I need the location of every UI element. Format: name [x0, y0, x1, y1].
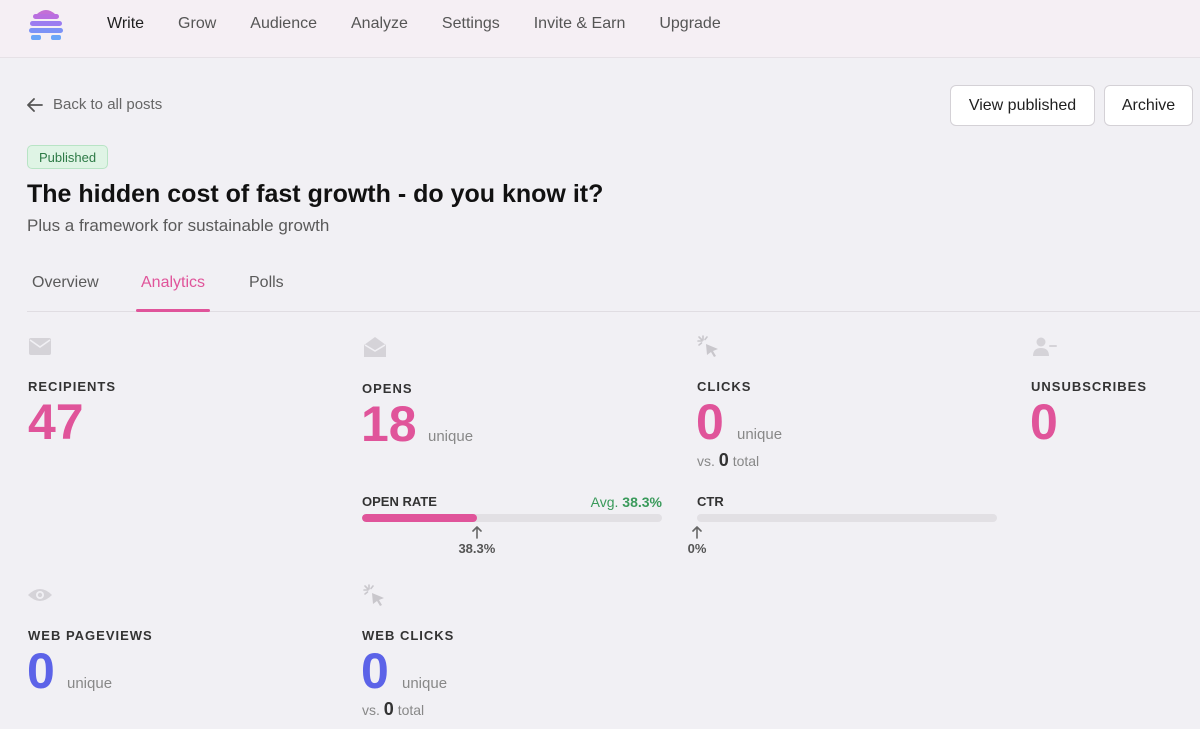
- clicks-unit: unique: [737, 426, 783, 443]
- web-pageviews-label: WEB PAGEVIEWS: [28, 628, 153, 643]
- back-to-posts-link[interactable]: Back to all posts: [27, 96, 162, 113]
- arrow-up-icon: [692, 526, 702, 539]
- cursor-click-icon: [697, 335, 718, 357]
- nav-analyze[interactable]: Analyze: [351, 15, 408, 32]
- tab-overview[interactable]: Overview: [32, 274, 99, 291]
- recipients-value: 47: [28, 394, 84, 450]
- web-pageviews-unit: unique: [67, 675, 113, 692]
- unsubscribes-value: 0: [1030, 394, 1058, 450]
- open-rate-value: 38.3%: [458, 541, 496, 556]
- web-clicks-total-value: 0: [383, 699, 394, 719]
- open-rate-marker: 38.3%: [447, 526, 507, 556]
- back-label: Back to all posts: [53, 96, 163, 113]
- archive-button[interactable]: Archive: [1104, 85, 1193, 126]
- open-rate-avg-value: 38.3%: [622, 494, 662, 510]
- cursor-click-icon: [363, 584, 384, 606]
- view-published-button[interactable]: View published: [950, 85, 1095, 126]
- opens-value: 18: [361, 396, 417, 452]
- post-title: The hidden cost of fast growth - do you …: [27, 180, 604, 208]
- top-navigation: Write Grow Audience Analyze Settings Inv…: [0, 0, 1200, 58]
- status-badge: Published: [27, 145, 109, 169]
- open-rate-label: OPEN RATE: [362, 494, 437, 509]
- clicks-value: 0: [696, 394, 724, 450]
- user-minus-icon: [1033, 337, 1057, 356]
- clicks-vs-suffix: total: [732, 453, 760, 469]
- post-subtitle: Plus a framework for sustainable growth: [27, 216, 330, 235]
- logo-icon[interactable]: [27, 6, 65, 42]
- web-clicks-vs-prefix: vs.: [362, 702, 380, 718]
- unsubscribes-label: UNSUBSCRIBES: [1031, 379, 1148, 394]
- nav-write[interactable]: Write: [107, 15, 145, 32]
- ctr-value: 0%: [687, 541, 707, 556]
- clicks-label: CLICKS: [697, 379, 752, 394]
- opens-unit: unique: [428, 428, 474, 445]
- nav-invite-earn[interactable]: Invite & Earn: [533, 15, 626, 32]
- web-clicks-vs-total: vs. 0 total: [362, 699, 424, 720]
- web-pageviews-value: 0: [27, 643, 55, 699]
- nav-links: Write Grow Audience Analyze Settings Inv…: [107, 0, 755, 48]
- eye-icon: [28, 589, 52, 601]
- post-tabs: Overview Analytics Polls: [27, 262, 1200, 312]
- tab-analytics[interactable]: Analytics: [141, 274, 206, 291]
- envelope-icon: [29, 338, 51, 355]
- nav-grow[interactable]: Grow: [178, 15, 217, 32]
- recipients-label: RECIPIENTS: [28, 379, 117, 394]
- nav-audience[interactable]: Audience: [250, 15, 317, 32]
- web-clicks-value: 0: [361, 643, 389, 699]
- open-rate-avg-prefix: Avg.: [590, 494, 619, 510]
- open-rate-fill: [362, 514, 477, 522]
- clicks-vs-prefix: vs.: [697, 453, 715, 469]
- tab-polls[interactable]: Polls: [249, 274, 284, 291]
- web-clicks-unit: unique: [402, 675, 448, 692]
- clicks-total-value: 0: [718, 450, 729, 470]
- active-tab-indicator: [136, 309, 210, 312]
- ctr-label: CTR: [697, 494, 724, 509]
- ctr-marker: 0%: [677, 526, 717, 556]
- arrow-up-icon: [472, 526, 482, 539]
- web-clicks-label: WEB CLICKS: [362, 628, 455, 643]
- opens-label: OPENS: [362, 381, 413, 396]
- open-rate-average: Avg. 38.3%: [562, 494, 662, 510]
- clicks-vs-total: vs. 0 total: [697, 450, 759, 471]
- ctr-track: [697, 514, 997, 522]
- open-rate-track: [362, 514, 662, 522]
- envelope-open-icon: [364, 337, 386, 357]
- nav-settings[interactable]: Settings: [441, 15, 500, 32]
- nav-upgrade[interactable]: Upgrade: [659, 15, 721, 32]
- arrow-left-icon: [27, 97, 43, 112]
- web-clicks-vs-suffix: total: [397, 702, 425, 718]
